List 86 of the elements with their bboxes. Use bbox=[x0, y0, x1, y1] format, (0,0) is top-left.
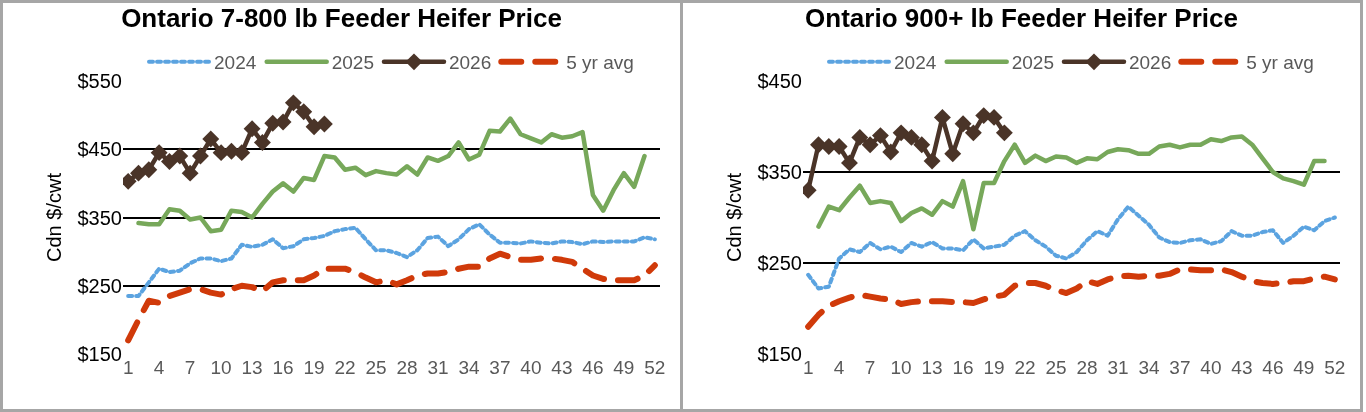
y-tick-label: $150 bbox=[77, 343, 122, 365]
x-tick-label: 19 bbox=[983, 357, 1005, 378]
point bbox=[923, 152, 941, 170]
x-tick-label: 49 bbox=[1293, 357, 1315, 378]
point bbox=[964, 124, 982, 142]
legend-label: 2025 bbox=[331, 52, 374, 74]
y-tick-label: $250 bbox=[77, 274, 122, 297]
point bbox=[954, 115, 972, 133]
point bbox=[192, 147, 209, 165]
x-tick-label: 19 bbox=[303, 357, 325, 378]
x-tick-label: 25 bbox=[1045, 357, 1067, 378]
point bbox=[161, 153, 178, 170]
x-tick-label: 16 bbox=[952, 357, 974, 378]
x-tick-label: 22 bbox=[1014, 357, 1036, 378]
x-tick-label: 31 bbox=[427, 357, 449, 378]
x-tick-label: 52 bbox=[644, 357, 666, 378]
x-tick-label: 16 bbox=[272, 357, 294, 378]
point bbox=[851, 128, 869, 146]
x-tick-label: 49 bbox=[613, 357, 635, 378]
point bbox=[944, 145, 962, 163]
line-series bbox=[136, 116, 647, 234]
y-axis-title: Cdn $/cwt bbox=[723, 172, 745, 262]
x-tick-label: 10 bbox=[210, 357, 232, 378]
x-tick-label: 37 bbox=[1169, 357, 1191, 378]
legend-label: 2024 bbox=[214, 52, 257, 74]
x-tick-label: 43 bbox=[1231, 357, 1253, 378]
point bbox=[861, 136, 879, 154]
legend-label: 2025 bbox=[1011, 52, 1054, 74]
x-tick-label: 46 bbox=[582, 357, 604, 378]
x-tick-label: 37 bbox=[489, 357, 511, 378]
x-tick-label: 1 bbox=[802, 357, 814, 378]
point bbox=[243, 120, 261, 138]
x-tick-label: 40 bbox=[1200, 357, 1222, 378]
point bbox=[171, 147, 189, 165]
x-tick-label: 34 bbox=[1138, 357, 1160, 378]
x-tick-label: 22 bbox=[334, 357, 356, 378]
point bbox=[284, 94, 302, 112]
legend-label: 2024 bbox=[894, 52, 937, 74]
x-tick-label: 7 bbox=[184, 357, 196, 378]
legend-label: 2026 bbox=[448, 52, 492, 74]
point bbox=[841, 154, 858, 172]
x-tick-label: 40 bbox=[520, 357, 542, 378]
point bbox=[892, 124, 910, 142]
y-tick-label: $450 bbox=[77, 138, 122, 161]
point bbox=[882, 143, 900, 161]
x-tick-label: 1 bbox=[122, 357, 134, 378]
point bbox=[995, 124, 1013, 142]
legend-label: 5 yr avg bbox=[566, 52, 634, 74]
point bbox=[913, 136, 931, 154]
x-tick-label: 7 bbox=[864, 357, 876, 378]
x-tick-label: 4 bbox=[833, 357, 845, 378]
x-tick-label: 28 bbox=[1076, 357, 1098, 378]
legend-label: 2026 bbox=[1128, 52, 1172, 74]
point bbox=[253, 133, 271, 151]
point bbox=[202, 130, 220, 148]
y-tick-label: $350 bbox=[757, 161, 802, 183]
x-tick-label: 4 bbox=[153, 357, 165, 378]
line-series bbox=[816, 134, 1327, 232]
x-tick-label: 28 bbox=[396, 357, 418, 378]
x-tick-label: 43 bbox=[551, 357, 573, 378]
x-tick-label: 31 bbox=[1107, 357, 1129, 378]
y-tick-label: $150 bbox=[757, 343, 802, 365]
x-tick-label: 34 bbox=[458, 357, 480, 378]
y-tick-label: $350 bbox=[77, 206, 122, 229]
y-tick-label: $250 bbox=[757, 252, 802, 274]
chart-title: Ontario 900+ lb Feeder Heifer Price bbox=[805, 3, 1238, 34]
point bbox=[295, 103, 313, 121]
x-tick-label: 13 bbox=[241, 357, 263, 378]
chart-title: Ontario 7-800 lb Feeder Heifer Price bbox=[121, 3, 562, 34]
point bbox=[150, 144, 168, 162]
x-tick-label: 13 bbox=[921, 357, 943, 378]
x-tick-label: 46 bbox=[1262, 357, 1284, 378]
y-tick-label: $550 bbox=[77, 70, 122, 92]
y-axis-title: Cdn $/cwt bbox=[43, 172, 65, 262]
line-series bbox=[126, 222, 657, 298]
point bbox=[902, 128, 920, 146]
point bbox=[140, 161, 158, 179]
line-series bbox=[806, 204, 1337, 291]
point bbox=[181, 164, 199, 182]
legend-label: 5 yr avg bbox=[1246, 52, 1314, 74]
point bbox=[233, 144, 251, 162]
y-tick-label: $450 bbox=[757, 70, 802, 92]
point bbox=[872, 127, 889, 145]
x-tick-label: 25 bbox=[365, 357, 387, 378]
x-tick-label: 10 bbox=[890, 357, 912, 378]
x-tick-label: 52 bbox=[1324, 357, 1346, 378]
